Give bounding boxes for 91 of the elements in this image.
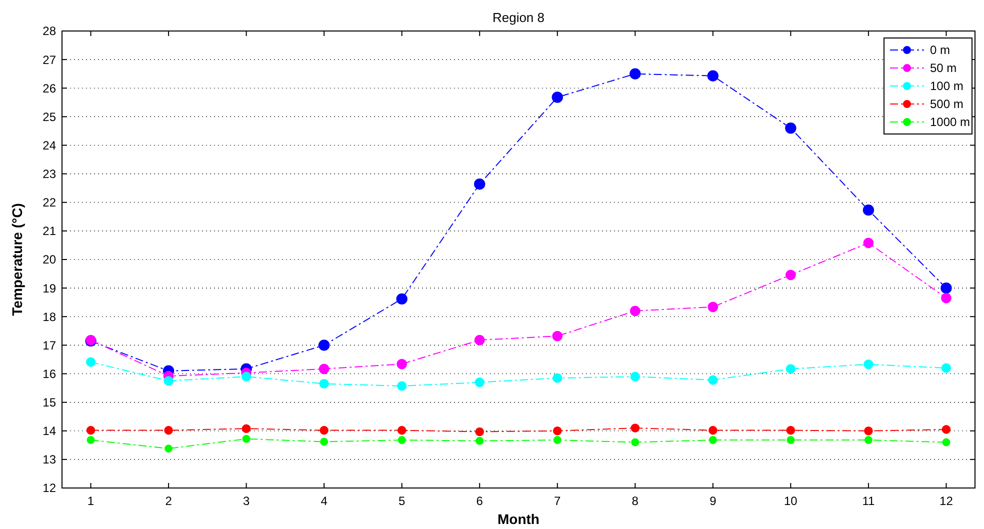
point	[86, 426, 96, 435]
y-tick-label: 20	[42, 252, 56, 267]
y-tick-label: 16	[42, 366, 56, 381]
y-tick-label: 13	[42, 452, 56, 467]
point	[164, 426, 173, 435]
point	[86, 436, 95, 444]
point	[862, 204, 874, 216]
y-tick-label: 27	[42, 52, 56, 67]
x-tick-label: 10	[784, 494, 798, 508]
legend-label: 50 m	[930, 61, 957, 76]
y-tick-label: 21	[42, 224, 56, 238]
point	[864, 426, 873, 436]
point	[476, 436, 484, 445]
point	[707, 70, 719, 82]
point	[786, 436, 795, 444]
point	[474, 178, 486, 190]
point	[630, 306, 640, 316]
x-tick-label: 1	[87, 494, 94, 508]
x-tick-label: 3	[242, 494, 250, 508]
y-tick-label: 28	[42, 24, 56, 38]
point	[86, 357, 96, 367]
point	[786, 364, 796, 374]
x-tick-label: 11	[862, 494, 876, 508]
point	[941, 292, 952, 304]
x-tick-label: 4	[320, 494, 328, 508]
point	[164, 376, 174, 386]
x-tick-label: 2	[165, 494, 172, 508]
point	[708, 302, 718, 312]
point	[552, 426, 562, 436]
legend-label: 100 m	[930, 79, 964, 94]
y-tick-label: 25	[42, 110, 56, 124]
point	[552, 330, 563, 342]
legend-label: 0 m	[930, 43, 950, 58]
x-tick-label: 9	[710, 494, 717, 508]
point	[863, 238, 874, 248]
point	[242, 434, 250, 443]
point	[474, 378, 484, 388]
x-tick-label: 5	[398, 494, 406, 508]
y-tick-label: 17	[42, 338, 56, 352]
y-tick-label: 15	[42, 396, 56, 410]
point	[319, 378, 329, 389]
y-tick-label: 24	[42, 138, 56, 152]
point	[785, 122, 796, 134]
y-tick-label: 14	[42, 424, 56, 438]
y-tick-label: 23	[42, 167, 56, 182]
y-tick-label: 26	[42, 81, 56, 96]
point	[630, 424, 640, 432]
point	[942, 425, 951, 434]
point	[708, 436, 717, 444]
point	[474, 334, 485, 346]
point	[242, 424, 251, 433]
point	[397, 381, 407, 391]
point	[864, 360, 874, 370]
x-tick-label: 8	[632, 494, 639, 508]
y-tick-label: 12	[42, 481, 56, 496]
x-axis-title: Month	[498, 511, 540, 527]
point	[396, 358, 408, 370]
point	[630, 68, 641, 80]
point	[785, 270, 796, 280]
point	[942, 438, 950, 446]
x-tick-label: 7	[554, 494, 562, 508]
point	[397, 426, 406, 435]
x-tick-label: 12	[940, 494, 954, 508]
legend-label: 1000 m	[930, 115, 970, 130]
point	[864, 436, 872, 444]
point	[396, 293, 408, 305]
point	[475, 427, 484, 436]
point	[318, 364, 330, 374]
y-axis-title: Temperature (°C)	[9, 203, 25, 316]
point	[320, 438, 328, 446]
point	[552, 92, 563, 103]
point	[398, 436, 406, 444]
x-tick-label: 6	[476, 494, 484, 508]
point	[630, 372, 640, 382]
y-tick-label: 22	[42, 196, 56, 210]
y-tick-label: 19	[42, 281, 56, 296]
point	[164, 444, 173, 453]
point	[553, 436, 562, 444]
point	[940, 282, 952, 294]
point	[242, 372, 252, 382]
point	[320, 426, 328, 435]
point	[786, 426, 796, 435]
point	[552, 373, 562, 383]
legend-label: 500 m	[930, 97, 964, 112]
point	[708, 426, 718, 435]
chart-title: Region 8	[492, 10, 545, 25]
point	[708, 375, 718, 385]
point	[631, 438, 640, 446]
y-tick-label: 18	[42, 310, 56, 324]
point	[941, 363, 952, 373]
point	[318, 340, 330, 351]
